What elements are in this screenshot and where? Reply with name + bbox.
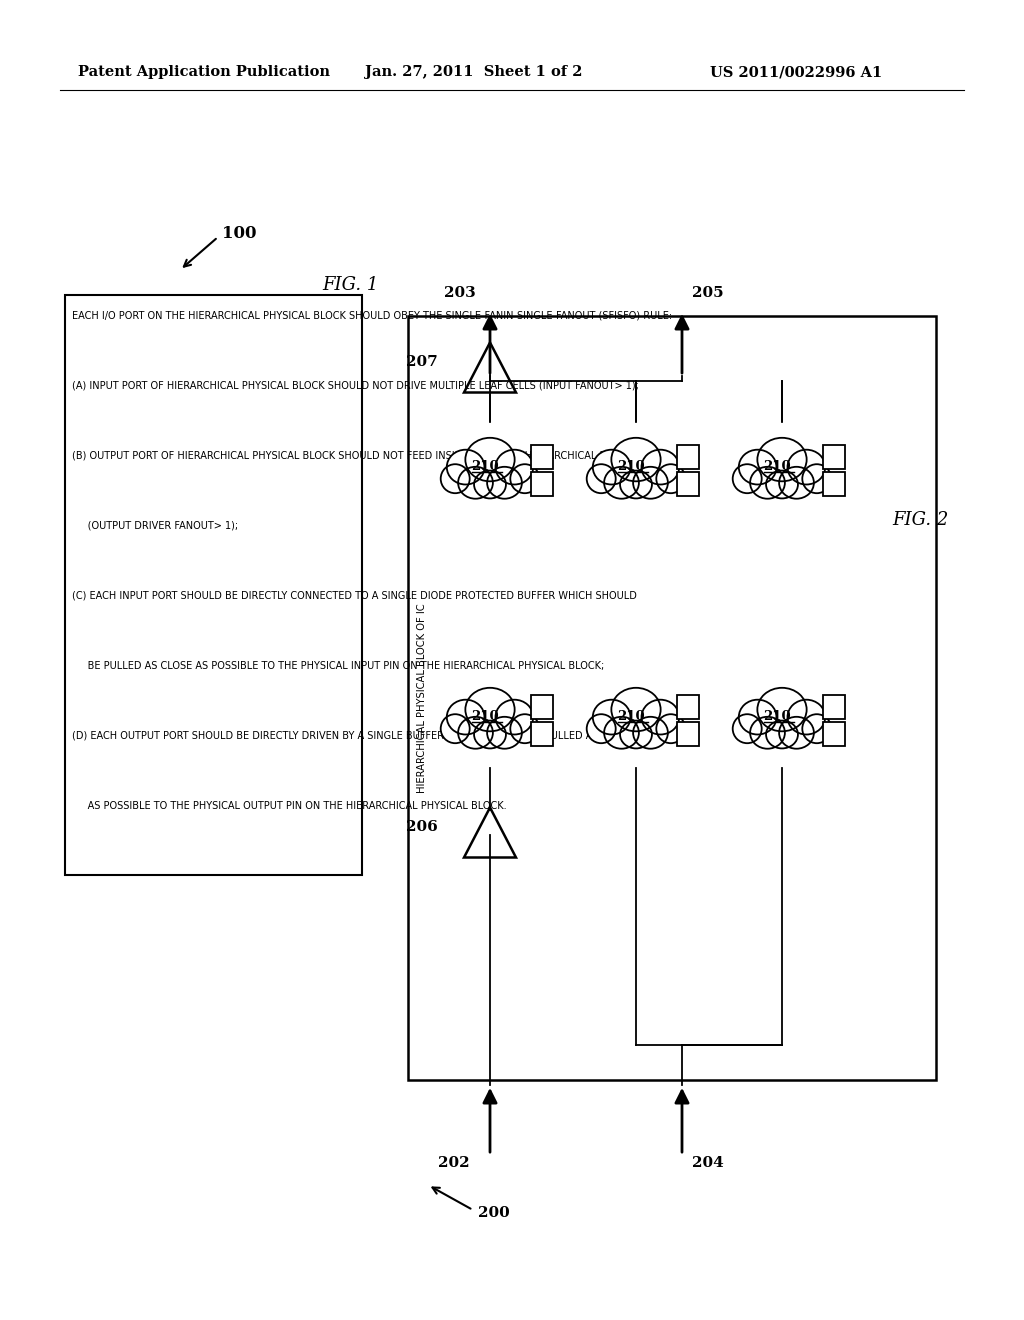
Ellipse shape <box>458 717 493 748</box>
Ellipse shape <box>633 467 668 499</box>
Bar <box>65 294 362 875</box>
Bar <box>822 471 845 495</box>
Ellipse shape <box>802 465 831 494</box>
Ellipse shape <box>802 714 831 743</box>
Ellipse shape <box>440 714 470 743</box>
Text: US 2011/0022996 A1: US 2011/0022996 A1 <box>710 65 883 79</box>
Ellipse shape <box>510 714 540 743</box>
Text: BE PULLED AS CLOSE AS POSSIBLE TO THE PHYSICAL INPUT PIN ON THE HIERARCHICAL PHY: BE PULLED AS CLOSE AS POSSIBLE TO THE PH… <box>72 661 604 671</box>
Bar <box>530 445 553 469</box>
Ellipse shape <box>738 450 776 484</box>
Bar <box>530 471 553 495</box>
Ellipse shape <box>733 465 762 494</box>
Bar <box>822 445 845 469</box>
Text: 210: 210 <box>471 459 499 473</box>
Ellipse shape <box>611 438 660 482</box>
Ellipse shape <box>758 688 807 731</box>
Bar <box>530 722 553 746</box>
Text: (OUTPUT DRIVER FANOUT> 1);: (OUTPUT DRIVER FANOUT> 1); <box>72 521 239 531</box>
Text: (A) INPUT PORT OF HIERARCHICAL PHYSICAL BLOCK SHOULD NOT DRIVE MULTIPLE LEAF CEL: (A) INPUT PORT OF HIERARCHICAL PHYSICAL … <box>72 381 639 391</box>
Ellipse shape <box>604 717 639 748</box>
Ellipse shape <box>758 438 807 482</box>
Ellipse shape <box>465 688 515 731</box>
Bar <box>822 722 845 746</box>
Ellipse shape <box>474 721 506 748</box>
Ellipse shape <box>458 467 493 499</box>
Text: 210: 210 <box>617 459 645 473</box>
Bar <box>677 722 698 746</box>
Ellipse shape <box>621 470 652 499</box>
Ellipse shape <box>510 465 540 494</box>
Ellipse shape <box>766 470 798 499</box>
Text: FIG. 2: FIG. 2 <box>892 511 948 529</box>
Ellipse shape <box>656 714 685 743</box>
Text: 210: 210 <box>617 710 645 722</box>
Text: 210: 210 <box>763 459 791 473</box>
Bar <box>677 694 698 718</box>
Text: 206: 206 <box>407 820 438 834</box>
Text: Patent Application Publication: Patent Application Publication <box>78 65 330 79</box>
Ellipse shape <box>465 438 515 482</box>
Ellipse shape <box>779 467 814 499</box>
Bar <box>677 445 698 469</box>
Text: 202: 202 <box>438 1156 470 1170</box>
Text: (B) OUTPUT PORT OF HIERARCHICAL PHYSICAL BLOCK SHOULD NOT FEED INSIDE THE SAME H: (B) OUTPUT PORT OF HIERARCHICAL PHYSICAL… <box>72 451 632 461</box>
Ellipse shape <box>446 450 484 484</box>
Bar <box>822 694 845 718</box>
Ellipse shape <box>440 465 470 494</box>
Text: 100: 100 <box>222 224 256 242</box>
Ellipse shape <box>779 717 814 748</box>
Ellipse shape <box>751 467 785 499</box>
Ellipse shape <box>787 700 825 734</box>
Ellipse shape <box>474 470 506 499</box>
Ellipse shape <box>604 467 639 499</box>
Ellipse shape <box>446 700 484 734</box>
Ellipse shape <box>587 714 615 743</box>
Text: 210: 210 <box>763 710 791 722</box>
Ellipse shape <box>738 700 776 734</box>
Ellipse shape <box>496 450 534 484</box>
Ellipse shape <box>496 700 534 734</box>
Text: AS POSSIBLE TO THE PHYSICAL OUTPUT PIN ON THE HIERARCHICAL PHYSICAL BLOCK.: AS POSSIBLE TO THE PHYSICAL OUTPUT PIN O… <box>72 801 507 810</box>
Text: 203: 203 <box>444 286 476 300</box>
Ellipse shape <box>641 700 679 734</box>
Ellipse shape <box>733 714 762 743</box>
Text: 200: 200 <box>478 1206 510 1220</box>
Text: EACH I/O PORT ON THE HIERARCHICAL PHYSICAL BLOCK SHOULD OBEY THE SINGLE-FANIN-SI: EACH I/O PORT ON THE HIERARCHICAL PHYSIC… <box>72 312 672 321</box>
Text: Jan. 27, 2011  Sheet 1 of 2: Jan. 27, 2011 Sheet 1 of 2 <box>365 65 583 79</box>
Text: 207: 207 <box>407 355 438 370</box>
Bar <box>408 315 936 1080</box>
Ellipse shape <box>593 450 631 484</box>
Text: HIERARCHICAL PHYSICAL BLOCK OF IC: HIERARCHICAL PHYSICAL BLOCK OF IC <box>417 603 427 793</box>
Text: FIG. 1: FIG. 1 <box>322 276 378 294</box>
Ellipse shape <box>766 721 798 748</box>
Ellipse shape <box>641 450 679 484</box>
Text: 204: 204 <box>692 1156 724 1170</box>
Text: 205: 205 <box>692 286 724 300</box>
Text: (C) EACH INPUT PORT SHOULD BE DIRECTLY CONNECTED TO A SINGLE DIODE PROTECTED BUF: (C) EACH INPUT PORT SHOULD BE DIRECTLY C… <box>72 591 637 601</box>
Bar <box>530 694 553 718</box>
Ellipse shape <box>633 717 668 748</box>
Ellipse shape <box>751 717 785 748</box>
Ellipse shape <box>587 465 615 494</box>
Ellipse shape <box>593 700 631 734</box>
Ellipse shape <box>487 717 522 748</box>
Ellipse shape <box>787 450 825 484</box>
Text: 210: 210 <box>471 710 499 722</box>
Ellipse shape <box>621 721 652 748</box>
Ellipse shape <box>611 688 660 731</box>
Ellipse shape <box>487 467 522 499</box>
Ellipse shape <box>656 465 685 494</box>
Bar <box>677 471 698 495</box>
Text: (D) EACH OUTPUT PORT SHOULD BE DIRECTLY DRIVEN BY A SINGLE BUFFER WHICH SHOULD B: (D) EACH OUTPUT PORT SHOULD BE DIRECTLY … <box>72 731 634 741</box>
